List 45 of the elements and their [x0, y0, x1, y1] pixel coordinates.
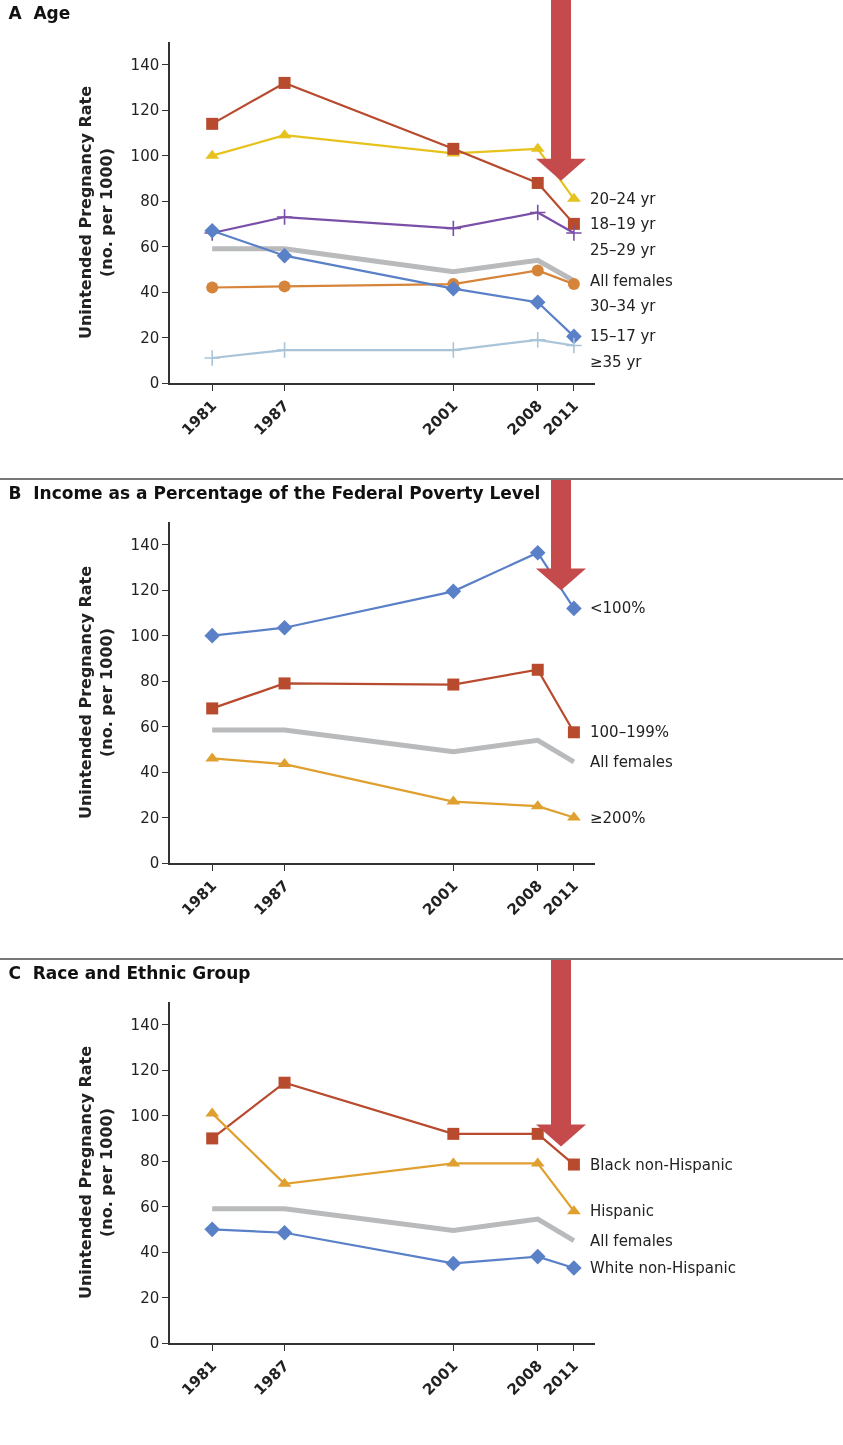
- chart-title: C Race and Ethnic Group: [8, 963, 251, 984]
- series-label: 18–19 yr: [590, 215, 657, 233]
- y-axis-title: Unintended Pregnancy Rate (no. per 1000): [76, 85, 117, 340]
- y-axis-title: Unintended Pregnancy Rate (no. per 1000): [76, 565, 117, 820]
- series-label: 30–34 yr: [590, 297, 657, 315]
- series-label: Hispanic: [590, 1202, 654, 1220]
- y-tick-label: 60: [140, 1197, 160, 1216]
- y-tick-label: 20: [140, 1288, 160, 1307]
- y-tick-label: 40: [140, 283, 160, 302]
- y-tick-label: 140: [130, 1015, 160, 1034]
- y-tick-label: 60: [140, 717, 160, 736]
- series-label: White non-Hispanic: [590, 1259, 736, 1277]
- y-tick-label: 120: [130, 101, 160, 120]
- y-tick-label: 0: [149, 1334, 160, 1353]
- series-label: ≥35 yr: [590, 353, 643, 371]
- series-label: ≥200%: [590, 809, 646, 827]
- series-label: 20–24 yr: [590, 190, 657, 208]
- y-tick-label: 100: [130, 1106, 160, 1125]
- y-tick-label: 20: [140, 328, 160, 347]
- y-tick-label: 100: [130, 626, 160, 645]
- y-axis-title: Unintended Pregnancy Rate (no. per 1000): [76, 1045, 117, 1300]
- y-tick-label: 140: [130, 535, 160, 554]
- y-tick-label: 0: [149, 374, 160, 393]
- series-label: <100%: [590, 599, 646, 617]
- y-tick-label: 140: [130, 55, 160, 74]
- series-label: Black non-Hispanic: [590, 1156, 733, 1174]
- y-tick-label: 100: [130, 146, 160, 165]
- y-tick-label: 0: [149, 854, 160, 873]
- y-tick-label: 80: [140, 1152, 160, 1171]
- y-tick-label: 40: [140, 763, 160, 782]
- y-tick-label: 80: [140, 192, 160, 211]
- series-label: 25–29 yr: [590, 241, 657, 259]
- y-tick-label: 60: [140, 237, 160, 256]
- series-label: 15–17 yr: [590, 327, 657, 345]
- y-tick-label: 20: [140, 808, 160, 827]
- y-tick-label: 120: [130, 581, 160, 600]
- chart-title: B Income as a Percentage of the Federal Poverty Level: [8, 483, 541, 504]
- chart-title: A Age: [8, 3, 71, 24]
- series-label: All females: [590, 272, 674, 290]
- y-tick-label: 120: [130, 1061, 160, 1080]
- series-label: 100–199%: [590, 723, 670, 741]
- series-label: All females: [590, 1232, 674, 1250]
- y-tick-label: 40: [140, 1243, 160, 1262]
- series-label: All females: [590, 753, 674, 771]
- y-tick-label: 80: [140, 672, 160, 691]
